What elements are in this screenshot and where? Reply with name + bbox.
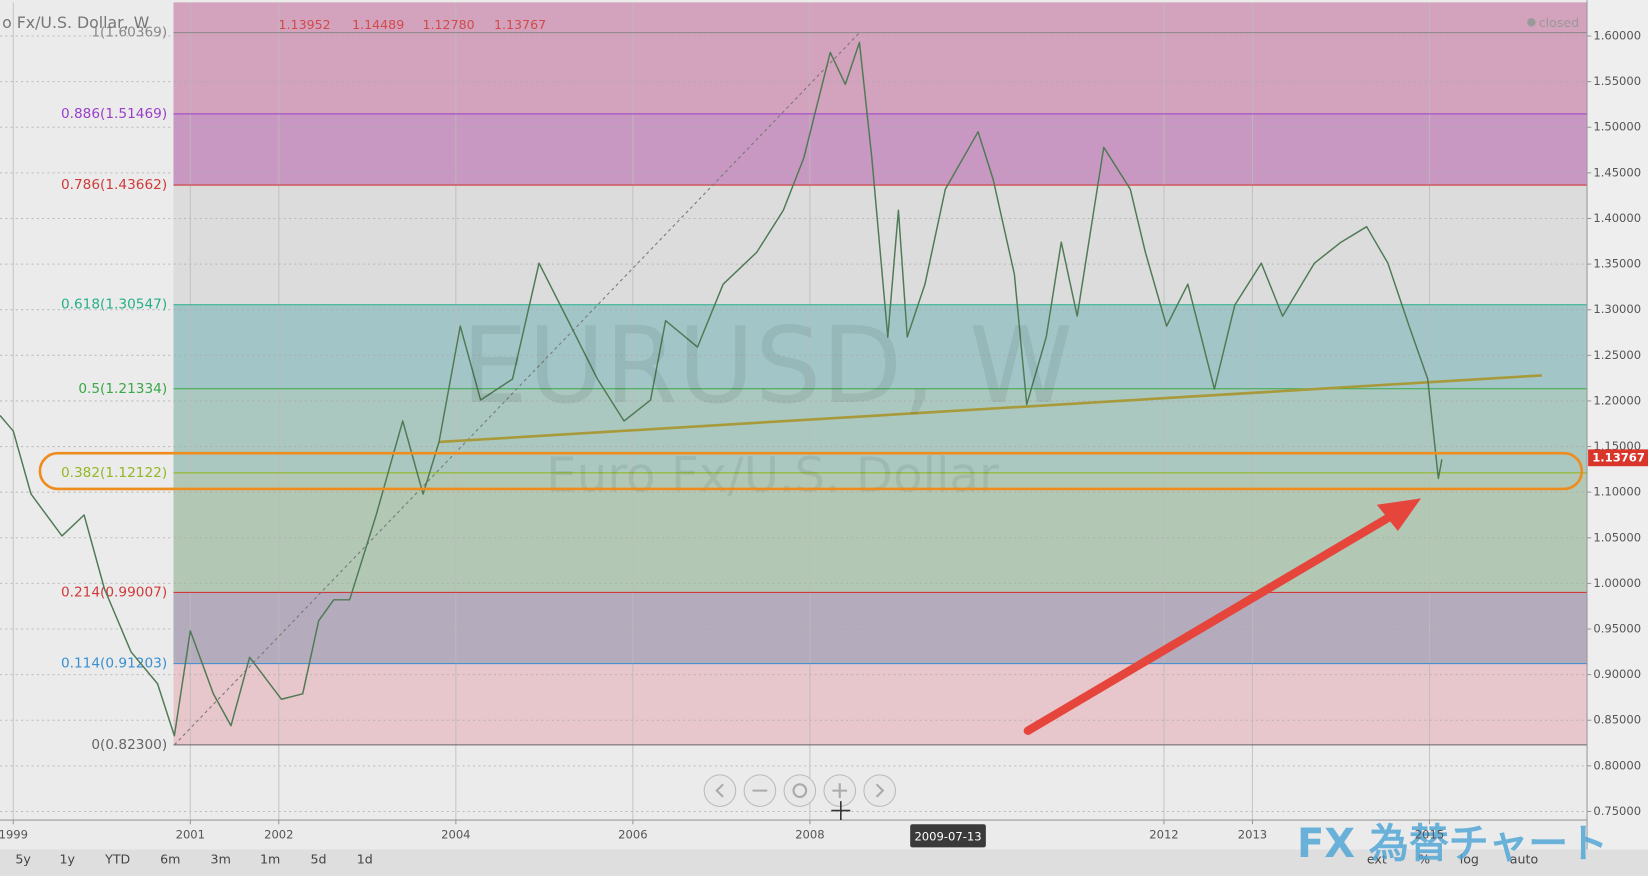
trendline [173, 32, 860, 746]
status-dot [1527, 18, 1536, 27]
scroll-right-button[interactable] [863, 774, 896, 807]
open-value: 1.13952 [279, 17, 331, 32]
watermark-name: Euro Fx/U.S. Dollar [546, 447, 999, 503]
crosshair-label-box [910, 824, 986, 848]
range-button[interactable]: 1m [260, 851, 280, 866]
option-button[interactable]: log [1460, 851, 1479, 866]
fib-band [173, 304, 1588, 389]
x-tick-label: 1999 [0, 827, 28, 841]
fib-band [173, 388, 1588, 473]
option-button[interactable]: ext [1367, 851, 1387, 866]
x-tick-label: 2006 [618, 827, 647, 841]
toolbar-buttons: 5y 1y YTD 6m 3m 1m 5d 1d ext% log auto [15, 851, 1538, 866]
plot-area: 1(1.60369) 0.886(1.51469) 0.786(1.43662) 0.… [0, 2, 1588, 821]
range-button[interactable]: YTD [104, 851, 130, 866]
y-tick-label: 1.45000 [1593, 165, 1641, 179]
y-tick-label: 1.25000 [1593, 348, 1641, 362]
option-button[interactable]: % [1418, 851, 1430, 866]
brand-watermark: FX 為替チャート [1297, 821, 1608, 867]
y-tick-label: 1.40000 [1593, 211, 1641, 225]
cursor [831, 801, 851, 821]
fib-label: 0(0.82300) [91, 737, 167, 753]
trendline [438, 374, 1542, 444]
range-button[interactable]: 3m [211, 851, 231, 866]
x-tick-label: 2013 [1238, 827, 1267, 841]
last-price-tag [1588, 449, 1648, 467]
y-tick-label: 1.60000 [1593, 29, 1641, 43]
price-axis [1587, 0, 1648, 850]
y-tick-label: 0.85000 [1593, 713, 1641, 727]
y-tick-label: 1.10000 [1593, 485, 1641, 499]
symbol-header: o Fx/U.S. Dollar, W [2, 13, 150, 32]
fib-label: 0.618(1.30547) [61, 297, 167, 313]
x-tick-label: 2012 [1149, 827, 1178, 841]
y-tick-label: 1.50000 [1593, 120, 1641, 134]
x-tick-label: 2002 [264, 827, 293, 841]
fib-band [173, 663, 1588, 745]
scroll-left-button[interactable] [703, 774, 737, 807]
range-button[interactable]: 1y [60, 851, 76, 866]
y-tick-label: 1.35000 [1593, 257, 1641, 271]
toolbar [0, 849, 1648, 876]
x-tick-label: 2004 [441, 827, 470, 841]
watermark-symbol: EURUSD, W [461, 304, 1073, 427]
y-tick-label: 1.20000 [1593, 393, 1641, 407]
nav-icons [715, 783, 885, 798]
arrow-head [1376, 498, 1421, 532]
y-tick-label: 1.55000 [1593, 74, 1641, 88]
y-tick-label: 0.95000 [1593, 622, 1641, 636]
range-button[interactable]: 5d [310, 851, 326, 866]
fib-label: 0.5(1.21334) [78, 381, 167, 397]
arrow-shaft [1023, 507, 1403, 735]
x-tick-label: 2008 [795, 827, 824, 841]
x-tick-label: 2001 [176, 827, 205, 841]
market-status: closed [1539, 15, 1579, 30]
fib-label: 1(1.60369) [91, 25, 167, 41]
high-value: 1.14489 [352, 17, 404, 32]
x-tick-label: 2015 [1415, 827, 1444, 841]
close-value: 1.13767 [494, 17, 546, 32]
low-value: 1.12780 [423, 17, 475, 32]
last-price-label: 1.13767 [1592, 450, 1645, 464]
fib-label: 0.382(1.12122) [61, 465, 167, 481]
range-button[interactable]: 5y [15, 851, 31, 866]
option-button[interactable]: auto [1510, 851, 1539, 866]
fib-label: 0.786(1.43662) [61, 177, 167, 193]
nav-buttons [703, 774, 896, 807]
reset-button[interactable] [783, 774, 817, 807]
reset-icon [792, 783, 808, 798]
fib-band [173, 113, 1588, 186]
highlight-box [38, 451, 1584, 491]
range-button[interactable]: 6m [160, 851, 180, 866]
price-line [0, 41, 1443, 737]
y-tick-label: 1.00000 [1593, 576, 1641, 590]
range-button[interactable]: 1d [357, 851, 373, 866]
y-tick-label: 0.80000 [1593, 758, 1641, 772]
fib-label: 0.214(0.99007) [61, 584, 167, 600]
y-tick-label: 0.90000 [1593, 667, 1641, 681]
fib-label: 0.114(0.91203) [61, 656, 167, 672]
y-tick-label: 0.75000 [1593, 804, 1641, 818]
y-tick-label: 1.30000 [1593, 302, 1641, 316]
y-tick-label: 1.05000 [1593, 530, 1641, 544]
fib-label: 0.886(1.51469) [61, 106, 167, 122]
crosshair-label: 2009-07-13 [914, 829, 981, 843]
fib-band [173, 2, 1588, 114]
fib-band [173, 472, 1588, 593]
fib-band [173, 592, 1588, 664]
